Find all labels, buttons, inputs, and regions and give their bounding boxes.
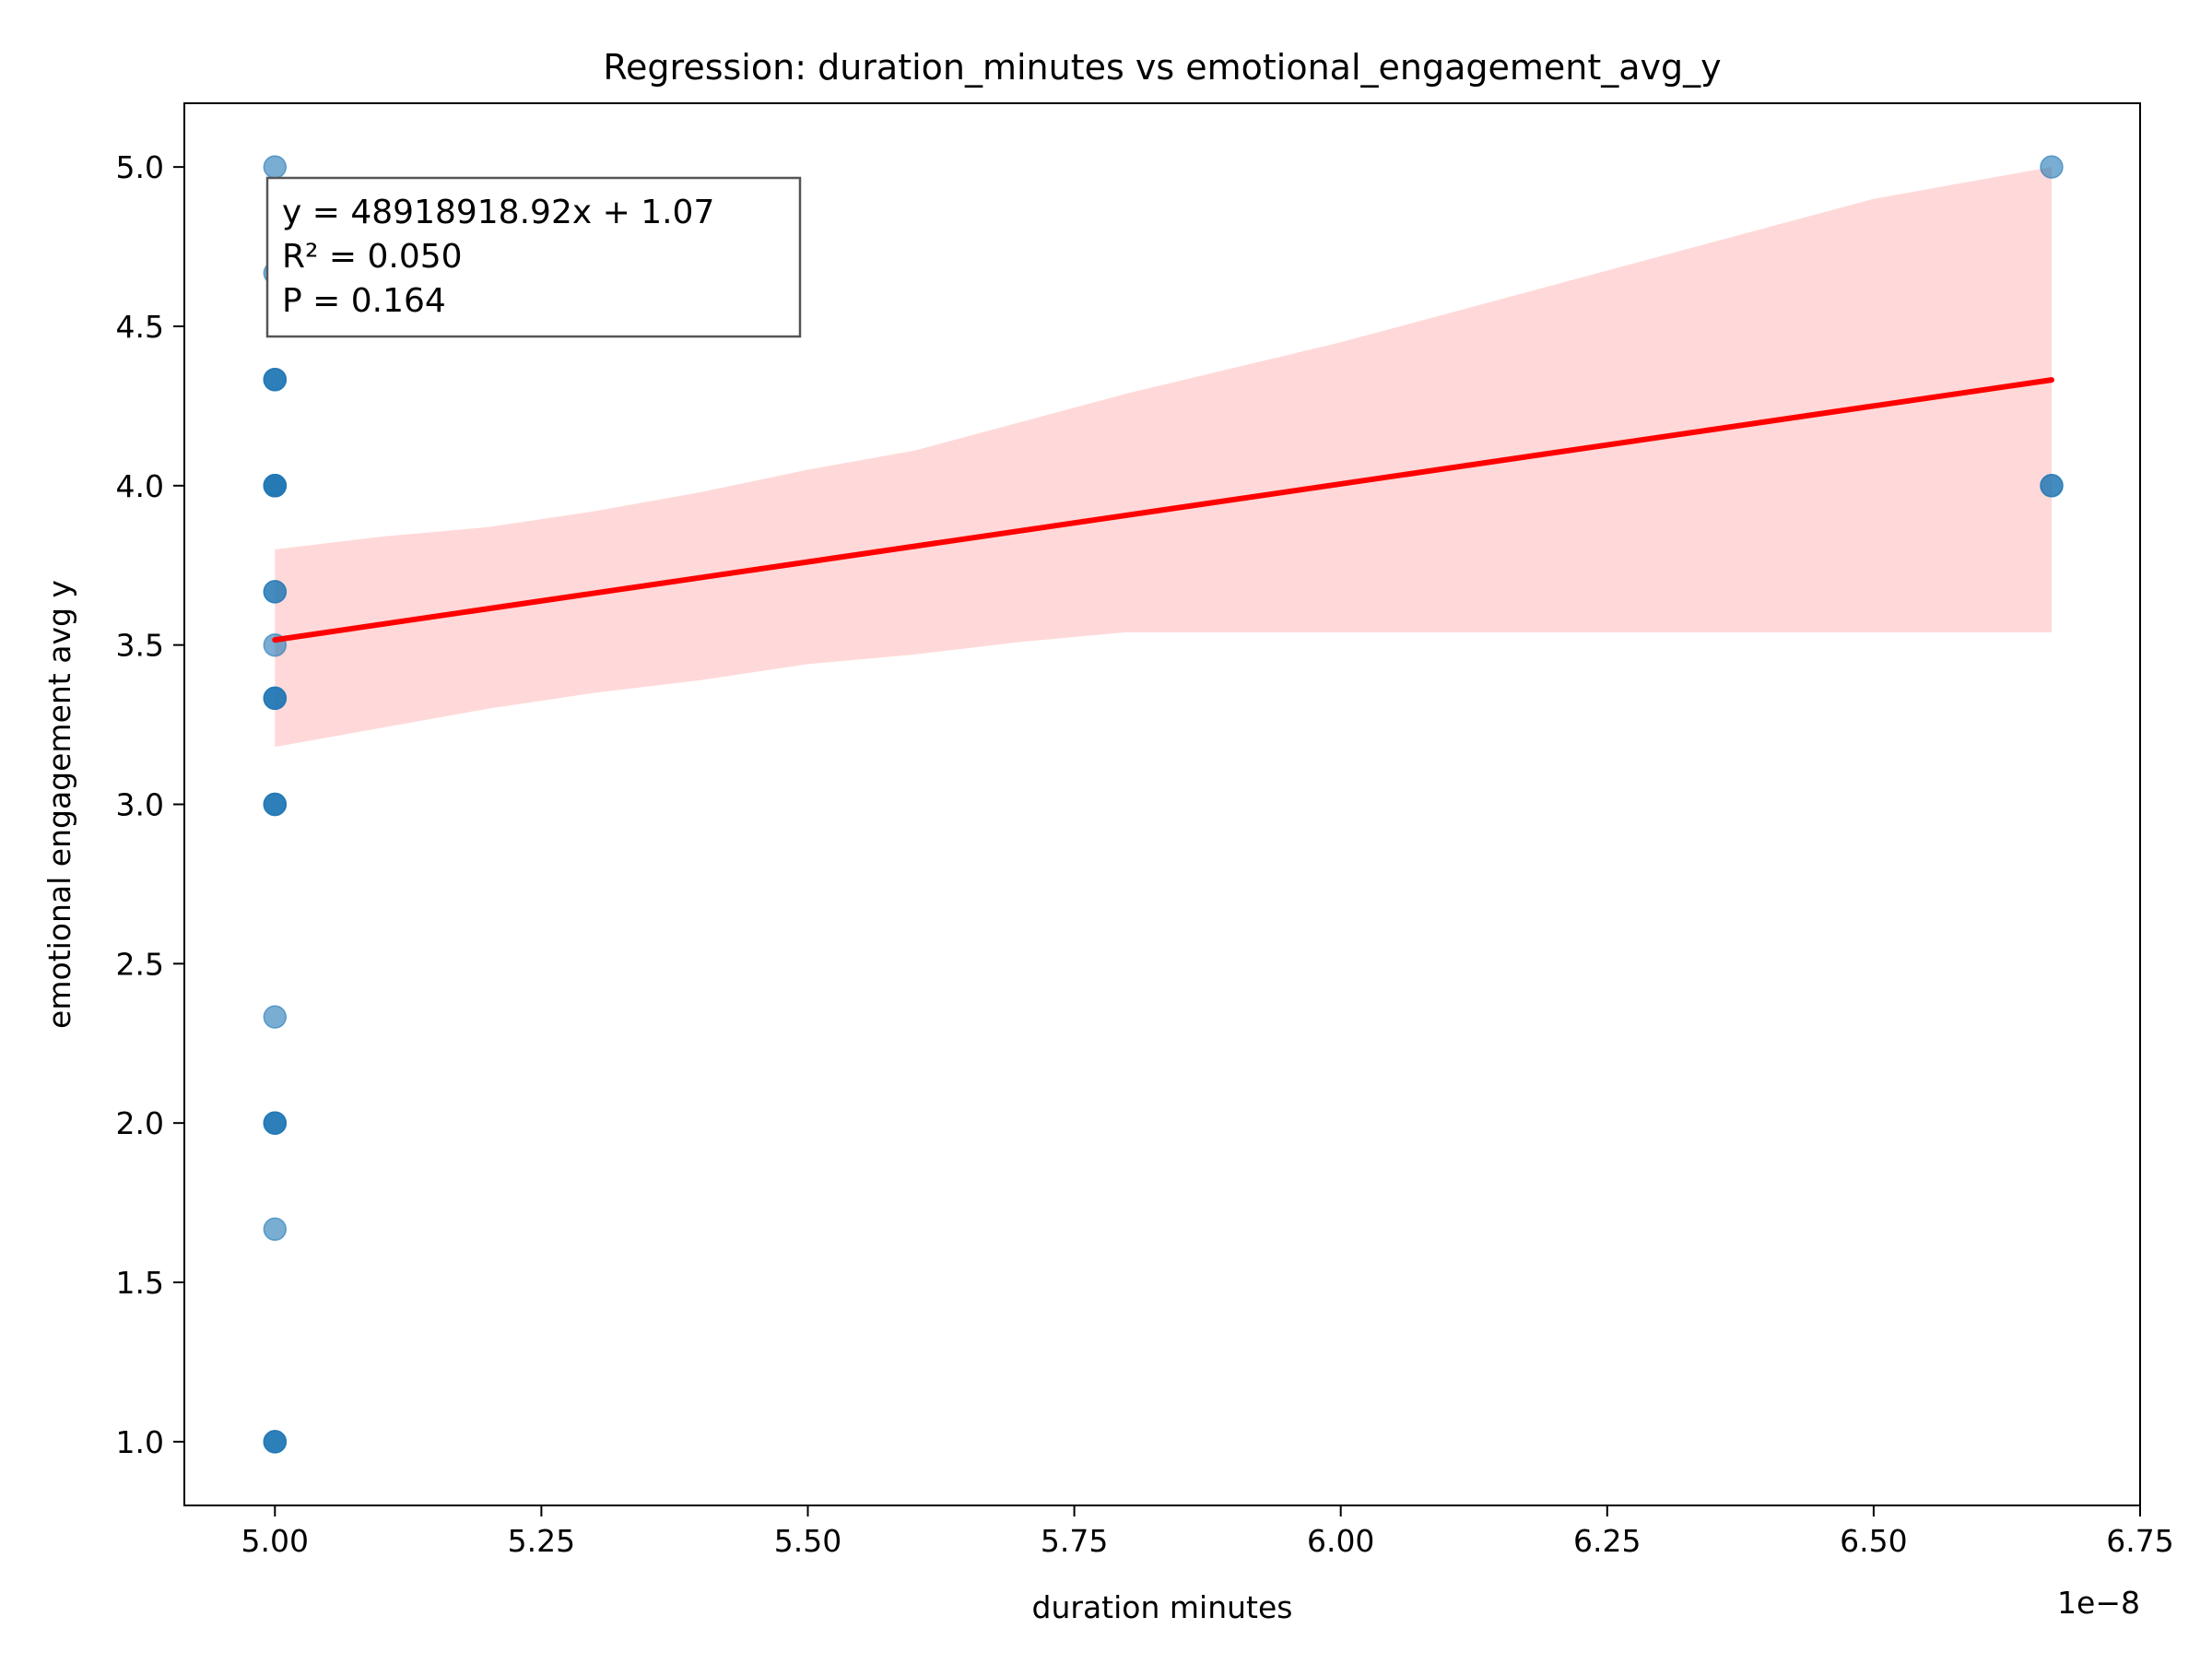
scatter-point-8 <box>263 474 288 498</box>
regression-line <box>272 377 2054 643</box>
y-tick-label-0: 1.0 <box>116 1424 164 1460</box>
confidence-band-layer <box>275 167 2052 748</box>
regression-line-layer <box>272 377 2054 643</box>
annotation-box <box>265 176 802 338</box>
regression-annotation: y = 48918918.92x + 1.07 R² = 0.050 P = 0… <box>265 176 802 338</box>
scatter-point-10 <box>263 580 288 604</box>
x-axis-ticks: 5.00 5.25 5.50 5.75 6.00 6.25 6.50 6.75 <box>241 1505 2174 1559</box>
scatter-point-28 <box>2040 474 2064 498</box>
y-axis-ticks: 1.0 1.5 2.0 2.5 3.0 3.5 4.0 4.5 5.0 <box>116 149 184 1460</box>
scatter-point-4 <box>263 367 288 392</box>
y-tick-label-2: 2.0 <box>116 1105 164 1141</box>
x-tick-label-1: 5.25 <box>508 1523 575 1559</box>
x-axis-offset-label: 1e−8 <box>2057 1585 2140 1621</box>
x-tick-label-6: 6.50 <box>1840 1523 1907 1559</box>
scatter-point-26 <box>2040 155 2064 179</box>
y-tick-label-7: 4.5 <box>116 309 164 345</box>
x-tick-label-4: 6.00 <box>1307 1523 1374 1559</box>
x-tick-label-2: 5.50 <box>774 1523 841 1559</box>
x-tick-label-3: 5.75 <box>1041 1523 1108 1559</box>
y-tick-label-3: 2.5 <box>116 946 164 982</box>
x-tick-label-7: 6.75 <box>2106 1523 2173 1559</box>
scatter-point-17 <box>263 792 288 817</box>
y-tick-label-1: 1.5 <box>116 1265 164 1301</box>
y-tick-label-5: 3.5 <box>116 628 164 664</box>
y-tick-label-4: 3.0 <box>116 787 164 823</box>
scatter-point-14 <box>263 686 288 711</box>
confidence-band <box>275 167 2052 748</box>
scatter-point-21 <box>263 1111 288 1135</box>
y-tick-label-6: 4.0 <box>116 468 164 504</box>
scatter-point-25 <box>263 1430 288 1454</box>
x-tick-label-5: 6.25 <box>1573 1523 1641 1559</box>
scatter-points-layer <box>263 155 2064 1454</box>
x-tick-label-0: 5.00 <box>241 1523 309 1559</box>
y-axis-label: emotional engagement avg y <box>41 580 77 1029</box>
annotation-p-value: P = 0.164 <box>282 282 446 320</box>
annotation-equation: y = 48918918.92x + 1.07 <box>282 194 714 231</box>
y-tick-label-8: 5.0 <box>116 149 164 185</box>
scatter-point-0 <box>263 155 288 179</box>
scatter-point-22 <box>263 1217 288 1242</box>
x-axis-label: duration minutes <box>1032 1589 1293 1625</box>
annotation-r-squared: R² = 0.050 <box>282 238 463 276</box>
scatter-point-18 <box>263 1005 288 1029</box>
chart-title: Regression: duration_minutes vs emotiona… <box>603 47 1721 88</box>
